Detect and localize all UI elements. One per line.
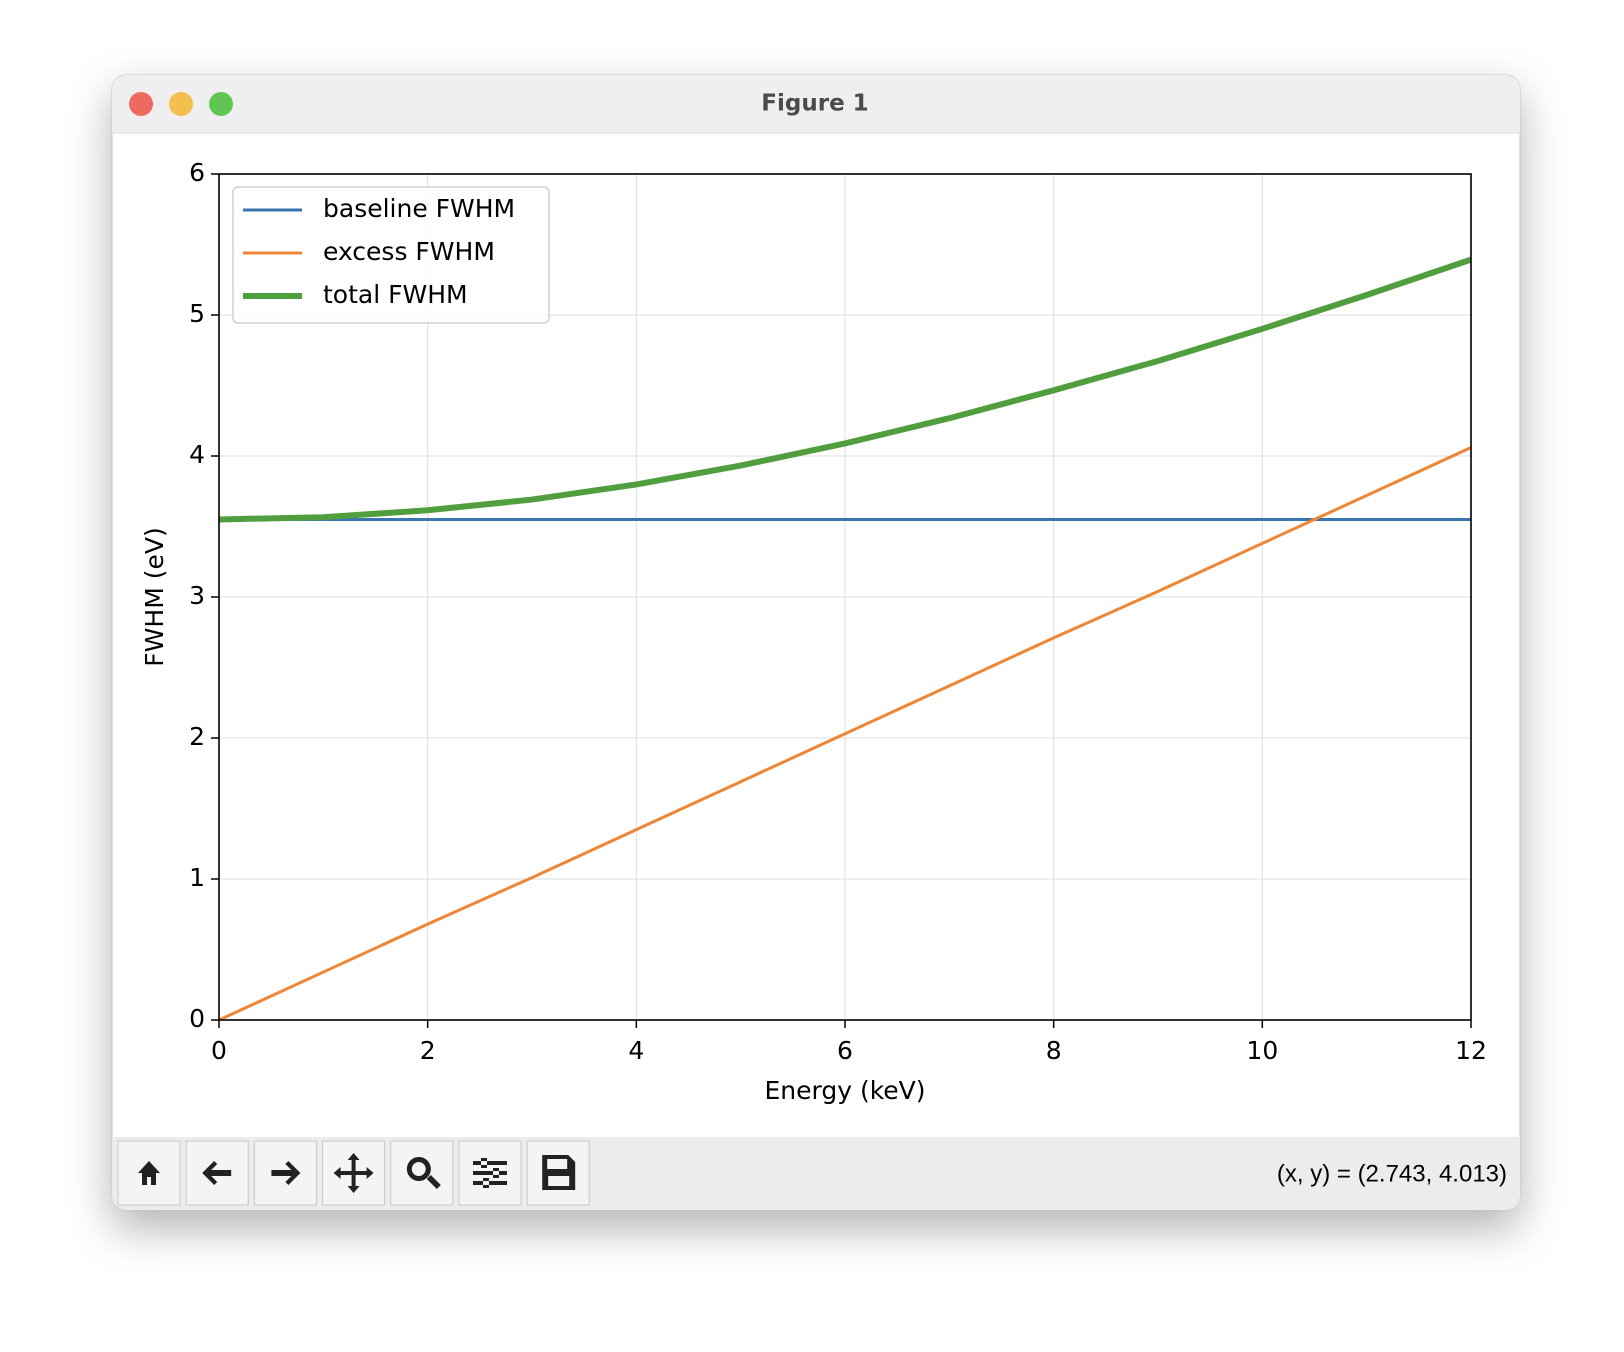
legend-label: excess FWHM — [323, 237, 495, 266]
y-tick-label: 1 — [189, 863, 205, 892]
configure-button[interactable] — [458, 1140, 522, 1206]
button-face — [390, 1140, 454, 1206]
x-tick-label: 8 — [1046, 1036, 1062, 1065]
button-icon — [333, 1153, 374, 1193]
x-tick-label: 2 — [420, 1036, 436, 1065]
home-button[interactable] — [117, 1140, 181, 1206]
close-button[interactable] — [129, 92, 153, 116]
y-tick-label: 4 — [189, 440, 205, 469]
axes-frame — [218, 173, 1472, 1021]
title-bar — [112, 75, 1520, 133]
y-tick-label: 6 — [189, 158, 205, 187]
x-tick-label: 10 — [1246, 1036, 1278, 1065]
window-title: Figure 1 — [761, 91, 868, 117]
data-line — [219, 256, 1471, 523]
button-icon — [271, 1161, 301, 1185]
y-tick-label: 2 — [189, 722, 205, 751]
x-tick-label: 6 — [837, 1036, 853, 1065]
legend-label: total FWHM — [323, 280, 468, 309]
legend-label: baseline FWHM — [323, 194, 515, 223]
data-line — [219, 446, 1471, 1020]
forward-button[interactable] — [253, 1140, 317, 1206]
toolbar-buttons — [117, 1140, 590, 1206]
x-axis-label: Energy (keV) — [764, 1076, 925, 1105]
series-group — [219, 256, 1471, 1020]
button-icon — [406, 1157, 441, 1189]
x-tick-label: 4 — [628, 1036, 644, 1065]
pan-button[interactable] — [322, 1140, 386, 1206]
y-axis-label: FWHM (eV) — [140, 527, 169, 666]
minimize-button[interactable] — [169, 92, 193, 116]
x-tick-label: 12 — [1455, 1036, 1487, 1065]
y-tick-label: 5 — [189, 299, 205, 328]
x-tick-label: 0 — [211, 1036, 227, 1065]
button-icon — [473, 1158, 507, 1188]
zoom-button[interactable] — [209, 92, 233, 116]
button-icon — [202, 1161, 232, 1185]
save-button[interactable] — [526, 1140, 590, 1206]
button-icon — [138, 1161, 160, 1185]
button-icon — [542, 1155, 576, 1190]
back-button[interactable] — [185, 1140, 249, 1206]
y-tick-label: 0 — [189, 1004, 205, 1033]
status-text: (x, y) = (2.743, 4.013) — [1277, 1160, 1507, 1187]
zoom-tool-button[interactable] — [390, 1140, 454, 1206]
y-tick-label: 3 — [189, 581, 205, 610]
legend-box — [232, 186, 550, 324]
